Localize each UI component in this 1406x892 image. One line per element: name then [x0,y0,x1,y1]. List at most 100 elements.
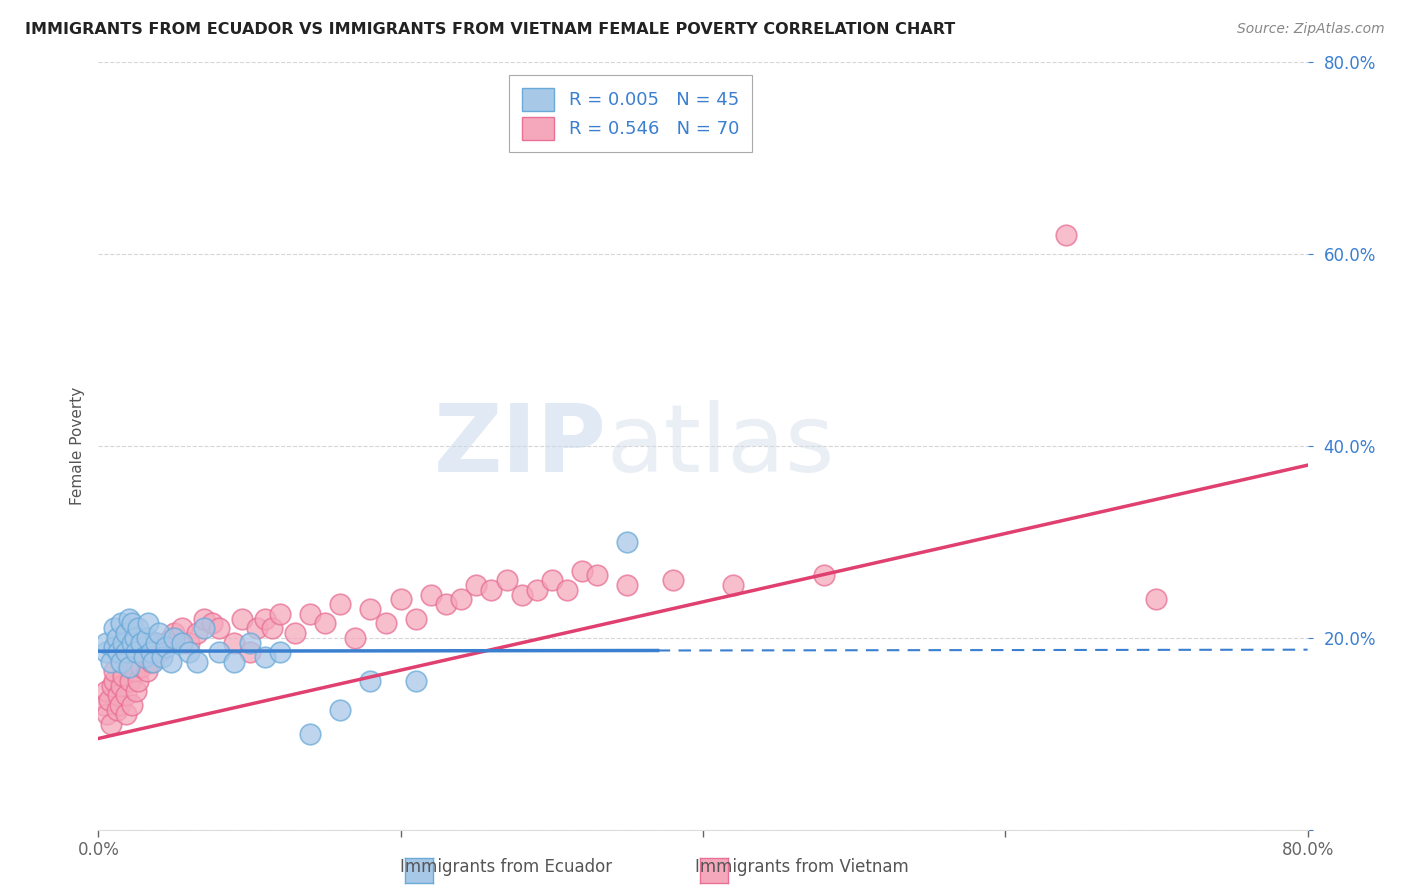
Point [135,631,157,645]
Point [299,607,322,621]
Point [103,673,125,688]
Point [124,665,146,679]
Point [103,621,125,635]
Point [98,693,121,707]
Point [170,621,193,635]
Point [150,649,173,664]
Point [105,703,128,717]
Point [1054,228,1077,243]
Point [103,640,125,655]
Point [142,655,165,669]
Point [100,655,122,669]
Text: ZIP: ZIP [433,400,606,492]
Point [136,616,159,631]
Point [107,645,129,659]
Point [155,635,177,649]
Point [135,665,157,679]
Point [420,588,443,602]
Point [125,645,148,659]
Point [405,612,427,626]
Point [253,612,276,626]
Point [616,535,638,549]
Point [118,612,141,626]
Point [208,621,231,635]
Point [269,607,291,621]
Point [111,635,134,649]
Point [145,635,167,649]
Point [723,578,745,592]
Point [186,626,208,640]
Point [465,578,488,592]
Point [129,635,152,649]
Point [586,568,609,582]
Point [101,679,124,693]
Point [160,631,183,645]
Point [495,574,517,588]
Point [374,616,396,631]
Point [96,707,118,722]
Point [616,578,638,592]
Point [360,602,382,616]
Point [526,582,548,597]
Point [179,645,201,659]
Point [100,717,122,731]
Point [510,588,533,602]
Point [201,616,224,631]
Point [114,689,136,703]
Point [344,631,367,645]
Point [555,582,578,597]
Point [120,673,142,688]
Point [118,659,141,673]
Point [329,703,352,717]
Point [118,659,141,673]
Point [148,645,170,659]
Point [94,683,117,698]
Point [145,635,167,649]
Y-axis label: Female Poverty: Female Poverty [69,387,84,505]
Point [571,564,593,578]
Point [360,673,382,688]
Point [239,645,262,659]
Point [110,616,132,631]
Legend: R = 0.005   N = 45, R = 0.546   N = 70: R = 0.005 N = 45, R = 0.546 N = 70 [509,75,752,153]
Text: IMMIGRANTS FROM ECUADOR VS IMMIGRANTS FROM VIETNAM FEMALE POVERTY CORRELATION CH: IMMIGRANTS FROM ECUADOR VS IMMIGRANTS FR… [25,22,956,37]
Point [239,635,262,649]
Point [114,645,136,659]
Point [661,574,683,588]
Point [163,626,186,640]
Point [186,655,208,669]
Point [110,655,132,669]
Point [94,645,117,659]
Point [132,649,155,664]
Point [450,592,472,607]
Point [141,655,163,669]
Point [329,597,352,611]
Point [253,649,276,664]
Point [813,568,835,582]
Point [105,631,128,645]
Text: Source: ZipAtlas.com: Source: ZipAtlas.com [1237,22,1385,37]
Point [121,616,143,631]
Point [231,612,253,626]
Point [224,635,246,649]
Point [246,621,269,635]
Text: Immigrants from Vietnam: Immigrants from Vietnam [695,858,908,876]
Text: Immigrants from Ecuador: Immigrants from Ecuador [401,858,612,876]
Point [155,640,177,655]
Point [481,582,503,597]
Point [193,612,215,626]
Point [540,574,562,588]
Point [284,626,307,640]
Point [141,645,163,659]
Point [179,635,201,649]
Point [405,673,427,688]
Point [121,698,143,712]
Point [111,669,134,683]
Point [170,635,193,649]
Point [103,665,125,679]
Point [127,621,149,635]
Point [114,626,136,640]
Point [193,621,215,635]
Point [125,683,148,698]
Point [121,635,143,649]
